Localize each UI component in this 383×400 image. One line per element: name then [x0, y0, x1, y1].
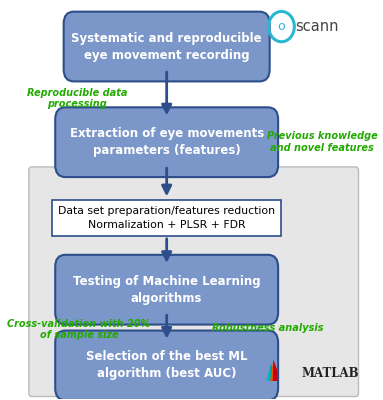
Polygon shape: [266, 364, 274, 381]
Text: Systematic and reproducible
eye movement recording: Systematic and reproducible eye movement…: [71, 32, 262, 62]
Text: Data set preparation/features reduction
Normalization + PLSR + FDR: Data set preparation/features reduction …: [58, 206, 275, 230]
FancyBboxPatch shape: [55, 255, 278, 324]
Text: MATLAB: MATLAB: [302, 367, 359, 380]
Bar: [52, 200, 282, 236]
Polygon shape: [270, 360, 277, 381]
FancyBboxPatch shape: [64, 12, 270, 82]
Text: Cross-validation with 20%
of sample size: Cross-validation with 20% of sample size: [7, 319, 151, 340]
Text: Testing of Machine Learning
algorithms: Testing of Machine Learning algorithms: [73, 275, 260, 305]
Text: o: o: [278, 20, 285, 33]
Text: Reproducible data
processing: Reproducible data processing: [27, 88, 128, 109]
Text: scann: scann: [295, 19, 339, 34]
FancyBboxPatch shape: [55, 107, 278, 177]
Text: Previous knowledge
and novel features: Previous knowledge and novel features: [267, 132, 377, 153]
Polygon shape: [273, 360, 278, 381]
FancyBboxPatch shape: [55, 330, 278, 400]
FancyBboxPatch shape: [29, 167, 358, 396]
Polygon shape: [270, 364, 275, 381]
Text: Extraction of eye movements
parameters (features): Extraction of eye movements parameters (…: [70, 127, 264, 157]
Text: Robustness analysis: Robustness analysis: [212, 323, 324, 333]
Text: Selection of the best ML
algorithm (best AUC): Selection of the best ML algorithm (best…: [86, 350, 247, 380]
